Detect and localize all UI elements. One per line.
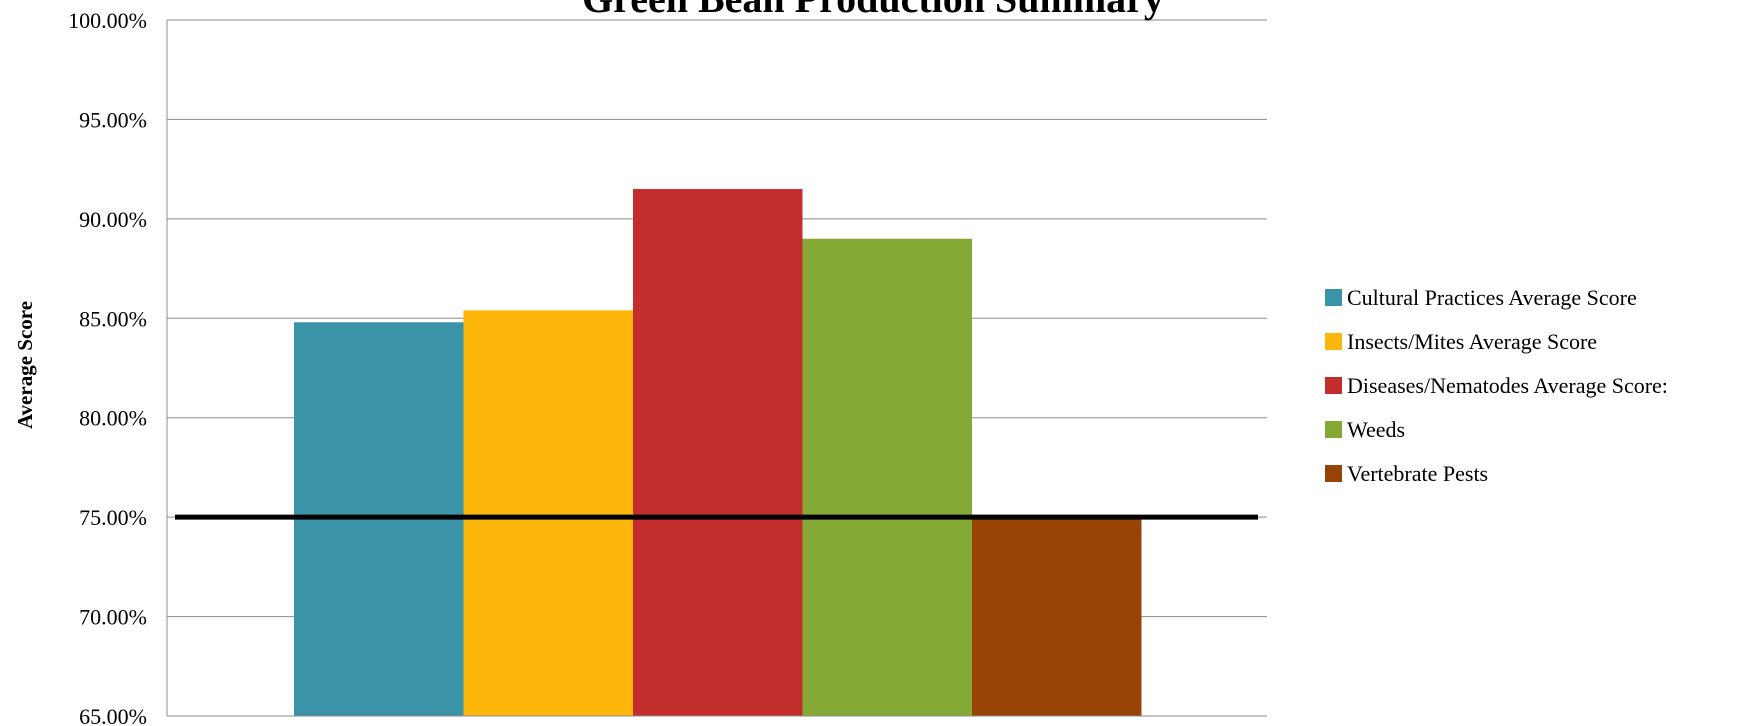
y-tick-label: 85.00%	[79, 306, 147, 331]
legend-swatch	[1325, 465, 1342, 482]
legend-label: Cultural Practices Average Score	[1347, 285, 1637, 310]
legend-label: Vertebrate Pests	[1347, 461, 1488, 486]
legend-swatch	[1325, 333, 1342, 350]
chart-title: Green Bean Production Summary	[582, 0, 1164, 21]
y-tick-label: 90.00%	[79, 207, 147, 232]
bar-4	[972, 517, 1142, 716]
y-tick-label: 95.00%	[79, 107, 147, 132]
y-tick-label: 80.00%	[79, 406, 147, 431]
y-tick-label: 70.00%	[79, 605, 147, 630]
y-axis-label: Average Score	[13, 301, 37, 429]
bars	[294, 189, 1142, 716]
bar-3	[802, 238, 972, 716]
y-axis-ticks: 65.00% 70.00% 75.00% 80.00% 85.00% 90.00% 95.0…	[68, 8, 147, 726]
legend: Cultural Practices Average Score Insects/…	[1325, 285, 1668, 486]
y-tick-label: 100.00%	[68, 8, 147, 33]
y-tick-label: 65.00%	[79, 704, 147, 726]
bar-2	[633, 189, 803, 716]
legend-label: Insects/Mites Average Score	[1347, 329, 1597, 354]
legend-label: Diseases/Nematodes Average Score:	[1347, 373, 1668, 398]
legend-swatch	[1325, 421, 1342, 438]
legend-swatch	[1325, 289, 1342, 306]
legend-swatch	[1325, 377, 1342, 394]
legend-label: Weeds	[1347, 417, 1405, 442]
y-tick-label: 75.00%	[79, 505, 147, 530]
bar-1	[463, 310, 633, 716]
